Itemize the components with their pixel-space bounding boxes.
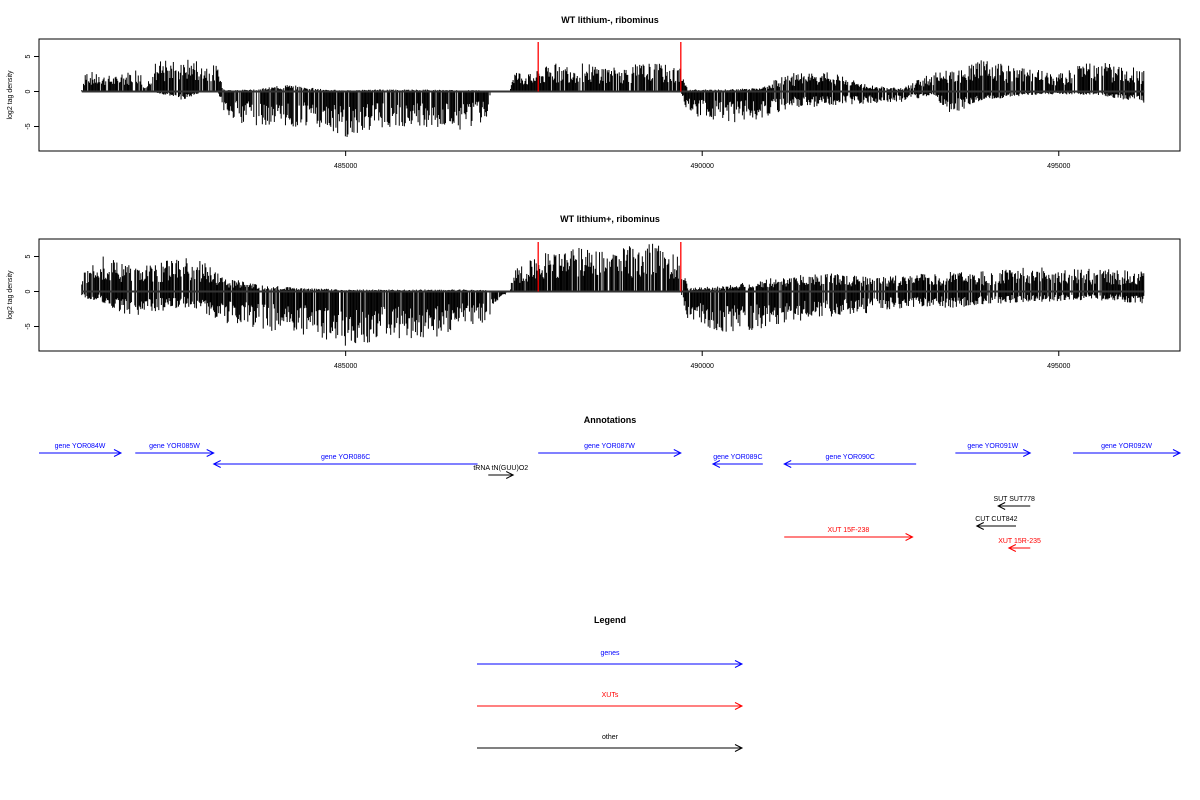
track-panel-lithium-minus: WT lithium-, ribominus log2 tag density … <box>7 15 1181 170</box>
arrow-head <box>206 449 215 457</box>
feature-label: CUT CUT842 <box>975 516 1017 523</box>
y-axis-label: log2 tag density <box>7 270 14 320</box>
plot-frame <box>38 38 1181 152</box>
arrow-head <box>975 522 984 530</box>
legend-item: other <box>477 734 744 752</box>
feature: gene YOR085W <box>135 443 215 457</box>
x-tick-label: 485000 <box>334 163 357 170</box>
legend-label: XUTs <box>602 692 619 699</box>
legend-arrow-head <box>734 660 744 668</box>
arrow-head <box>783 460 792 468</box>
feature-label: XUT 15F-238 <box>827 527 869 534</box>
y-tick-label: 0 <box>25 89 32 93</box>
legend-label: genes <box>600 650 620 657</box>
y-tick-label: -5 <box>25 323 32 329</box>
track-title: WT lithium-, ribominus <box>561 15 659 25</box>
feature-label: tRNA tN(GUU)O2 <box>473 465 528 472</box>
track-title: WT lithium+, ribominus <box>560 214 660 224</box>
feature-label: SUT SUT778 <box>993 496 1035 503</box>
feature: gene YOR086C <box>212 454 478 468</box>
feature: XUT 15R-235 <box>998 538 1041 552</box>
arrow-head <box>212 460 221 468</box>
feature: gene YOR091W <box>955 443 1032 457</box>
annotations-panel: Annotations gene YOR084W gene YOR085Wgene… <box>39 415 1182 552</box>
feature-label: gene YOR085W <box>149 443 200 450</box>
feature-label: gene YOR086C <box>321 454 370 461</box>
y-tick-label: 5 <box>25 254 32 258</box>
plot-frame <box>38 238 1181 352</box>
arrow-head <box>113 449 123 457</box>
feature-label: gene YOR091W <box>967 443 1018 450</box>
feature-label: gene YOR090C <box>826 454 875 461</box>
x-tick-label: 495000 <box>1047 163 1070 170</box>
signal-bars <box>81 242 1145 346</box>
feature: gene YOR090C <box>783 454 917 468</box>
axes: 485000 490000 495000 -5 0 5 <box>25 54 1071 170</box>
x-tick-label: 490000 <box>691 163 714 170</box>
legend: Legend genes XUTs other <box>477 615 744 752</box>
y-tick-label: -5 <box>25 123 32 129</box>
feature-label: gene YOR089C <box>713 454 762 461</box>
legend-arrow-head <box>734 702 744 710</box>
y-tick-label: 5 <box>25 54 32 58</box>
arrow-head <box>1007 544 1017 552</box>
arrow-head <box>711 460 721 468</box>
feature-label: XUT 15R-235 <box>998 538 1041 545</box>
feature: SUT SUT778 <box>993 496 1035 510</box>
arrow-head <box>1172 449 1182 457</box>
arrow-head <box>1023 449 1032 457</box>
y-axis-label: log2 tag density <box>7 70 14 120</box>
x-tick-label: 485000 <box>334 363 357 370</box>
feature: tRNA tN(GUU)O2 <box>473 465 528 479</box>
feature: gene YOR089C <box>711 454 763 468</box>
arrow-head <box>997 502 1006 510</box>
feature-label: gene YOR084W <box>55 443 106 450</box>
arrow-head <box>673 449 682 457</box>
legend-arrow-head <box>734 744 744 752</box>
feature-label: gene YOR092W <box>1101 443 1152 450</box>
track-panel-lithium-plus: WT lithium+, ribominus log2 tag density … <box>7 214 1181 370</box>
legend-items: genes XUTs other <box>477 650 744 752</box>
signal-bars <box>81 42 1145 137</box>
feature: XUT 15F-238 <box>784 527 914 541</box>
feature: gene YOR084W <box>39 443 123 457</box>
arrow-head <box>506 471 515 479</box>
feature: CUT CUT842 <box>975 516 1018 530</box>
arrow-head <box>905 533 914 541</box>
annotations-title: Annotations <box>584 415 637 425</box>
feature-label: gene YOR087W <box>584 443 635 450</box>
y-tick-label: 0 <box>25 289 32 293</box>
x-tick-label: 495000 <box>1047 363 1070 370</box>
legend-label: other <box>602 734 619 741</box>
feature: gene YOR092W <box>1073 443 1182 457</box>
x-tick-label: 490000 <box>691 363 714 370</box>
legend-item: XUTs <box>477 692 744 710</box>
feature-arrows: gene YOR084W gene YOR085W gene YOR086C tRNA… <box>39 443 1182 552</box>
axes: 485000 490000 495000 -5 0 5 <box>25 254 1071 370</box>
legend-item: genes <box>477 650 744 668</box>
legend-title: Legend <box>594 615 626 625</box>
feature: gene YOR087W <box>538 443 682 457</box>
